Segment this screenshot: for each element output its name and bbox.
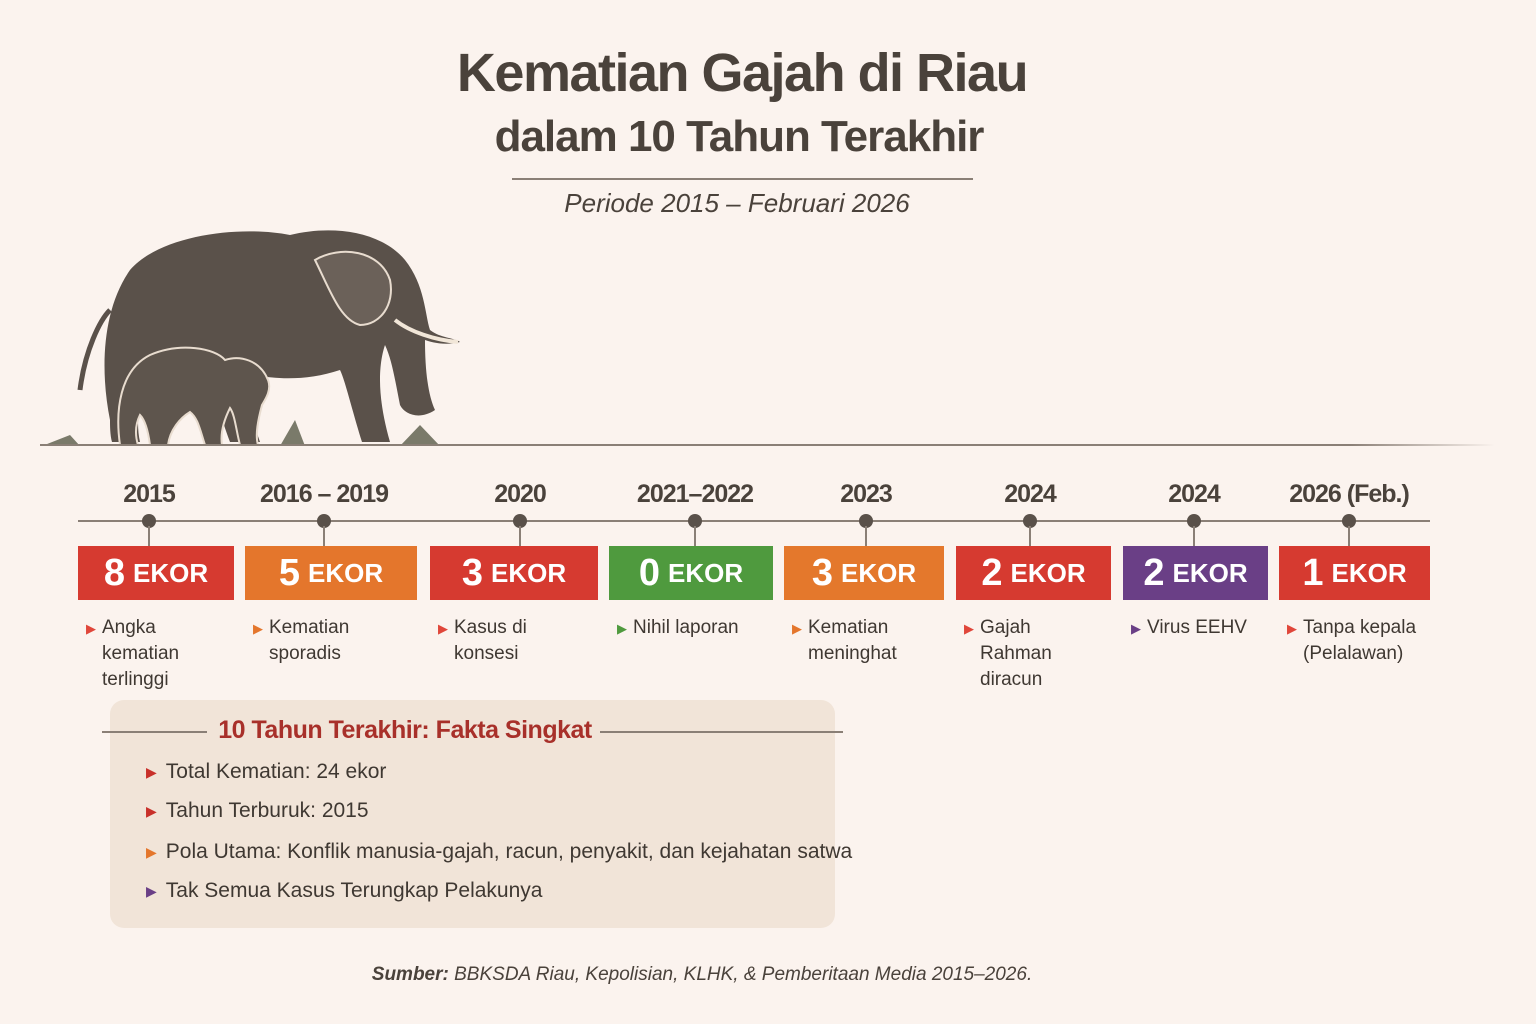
timeline-marker (859, 514, 873, 528)
fact-item: ▶ Tak Semua Kasus Terungkap Pelakunya (146, 879, 542, 903)
description-text: Tanpa kepala (Pelalawan) (1303, 617, 1417, 664)
death-count-badge: 2 EKOR (1123, 546, 1268, 600)
death-unit: EKOR (841, 557, 917, 588)
timeline-marker (1342, 514, 1356, 528)
ground-line (40, 444, 1495, 446)
timeline-description: ▶ Nihil laporan (617, 615, 765, 642)
description-text: Kasus di konsesi (454, 617, 527, 664)
facts-panel (110, 700, 835, 928)
death-count: 3 (811, 551, 833, 594)
source-label: Sumber: (371, 964, 449, 985)
description-text: Angka kematian terlinggi (102, 617, 180, 690)
fact-text: Total Kematian: 24 ekor (165, 760, 387, 783)
death-count-badge: 1 EKOR (1279, 546, 1430, 600)
death-unit: EKOR (1331, 557, 1407, 588)
page-title: Kematian Gajah di Riau (456, 43, 1029, 103)
death-count-badge: 0 EKOR (609, 546, 773, 600)
death-unit: EKOR (668, 557, 744, 588)
timeline-connector (1193, 526, 1195, 546)
timeline-year: 2024 (1168, 480, 1221, 508)
triangle-bullet-icon: ▶ (86, 621, 96, 636)
fact-text: Pola Utama: Konflik manusia-gajah, racun… (165, 840, 853, 863)
death-unit: EKOR (1010, 557, 1086, 588)
death-count-badge: 3 EKOR (784, 546, 944, 600)
timeline-description: ▶ Tanpa kepala (Pelalawan) (1287, 615, 1422, 667)
page-subtitle: dalam 10 Tahun Terakhir (494, 112, 985, 161)
death-count: 1 (1302, 551, 1324, 594)
timeline-connector (1029, 526, 1031, 546)
triangle-bullet-icon: ▶ (964, 621, 974, 636)
timeline-description: ▶ Virus EEHV (1131, 615, 1260, 642)
facts-title-rule-right (600, 731, 843, 733)
triangle-bullet-icon: ▶ (146, 882, 157, 899)
triangle-bullet-icon: ▶ (146, 843, 157, 860)
timeline-axis (78, 520, 1430, 522)
description-text: Kematian meninghat (808, 617, 897, 664)
death-count-badge: 3 EKOR (430, 546, 598, 600)
timeline-year: 2015 (123, 480, 176, 508)
timeline-description: ▶ Kasus di konsesi (438, 615, 590, 667)
timeline-connector (865, 526, 867, 546)
death-count-badge: 5 EKOR (245, 546, 417, 600)
fact-item: ▶ Total Kematian: 24 ekor (146, 760, 386, 784)
timeline-marker (513, 514, 527, 528)
timeline-marker (688, 514, 702, 528)
death-count: 2 (981, 551, 1003, 594)
timeline-year: 2024 (1004, 480, 1057, 508)
triangle-bullet-icon: ▶ (617, 621, 627, 636)
death-count-badge: 8 EKOR (78, 546, 234, 600)
triangle-bullet-icon: ▶ (792, 621, 802, 636)
death-count: 2 (1143, 551, 1165, 594)
timeline-connector (323, 526, 325, 546)
fact-item: ▶ Pola Utama: Konflik manusia-gajah, rac… (146, 840, 852, 864)
timeline-year: 2021–2022 (636, 480, 754, 508)
timeline-description: ▶ Kematian sporadis (253, 615, 409, 667)
death-count: 0 (638, 551, 660, 594)
source-text: BBKSDA Riau, Kepolisian, KLHK, & Pemberi… (448, 964, 1033, 985)
timeline-year: 2023 (840, 480, 893, 508)
description-text: Gajah Rahman diracun (980, 617, 1052, 690)
death-count-badge: 2 EKOR (956, 546, 1111, 600)
timeline-marker (142, 514, 156, 528)
fact-text: Tak Semua Kasus Terungkap Pelakunya (165, 879, 543, 902)
triangle-bullet-icon: ▶ (438, 621, 448, 636)
period-label: Periode 2015 – Februari 2026 (564, 188, 910, 218)
triangle-bullet-icon: ▶ (146, 802, 157, 819)
triangle-bullet-icon: ▶ (253, 621, 263, 636)
source-note: Sumber: BBKSDA Riau, Kepolisian, KLHK, &… (0, 964, 1404, 986)
death-unit: EKOR (1172, 557, 1248, 588)
elephant-illustration (42, 230, 461, 446)
timeline-description: ▶ Gajah Rahman diracun (964, 615, 1103, 693)
timeline-connector (148, 526, 150, 546)
description-text: Virus EEHV (1147, 617, 1247, 638)
timeline-connector (694, 526, 696, 546)
timeline-description: ▶ Kematian meninghat (792, 615, 936, 667)
timeline-connector (1348, 526, 1350, 546)
facts-title-rule-left (102, 731, 207, 733)
timeline-year: 2020 (494, 480, 547, 508)
death-unit: EKOR (308, 557, 384, 588)
facts-title: 10 Tahun Terakhir: Fakta Singkat (218, 716, 592, 744)
death-count: 5 (278, 551, 300, 594)
timeline-marker (317, 514, 331, 528)
death-unit: EKOR (133, 557, 209, 588)
title-divider (512, 178, 973, 180)
timeline-marker (1023, 514, 1037, 528)
death-count: 3 (461, 551, 483, 594)
triangle-bullet-icon: ▶ (146, 763, 157, 780)
fact-text: Tahun Terburuk: 2015 (165, 799, 369, 822)
death-unit: EKOR (491, 557, 567, 588)
triangle-bullet-icon: ▶ (1131, 621, 1141, 636)
timeline-marker (1187, 514, 1201, 528)
timeline-connector (519, 526, 521, 546)
description-text: Nihil laporan (633, 617, 739, 638)
timeline-description: ▶ Angka kematian terlinggi (86, 615, 226, 693)
triangle-bullet-icon: ▶ (1287, 621, 1297, 636)
timeline-year: 2026 (Feb.) (1289, 480, 1410, 508)
death-count: 8 (103, 551, 125, 594)
description-text: Kematian sporadis (269, 617, 350, 664)
fact-item: ▶ Tahun Terburuk: 2015 (146, 799, 369, 823)
timeline-year: 2016 – 2019 (259, 480, 389, 508)
